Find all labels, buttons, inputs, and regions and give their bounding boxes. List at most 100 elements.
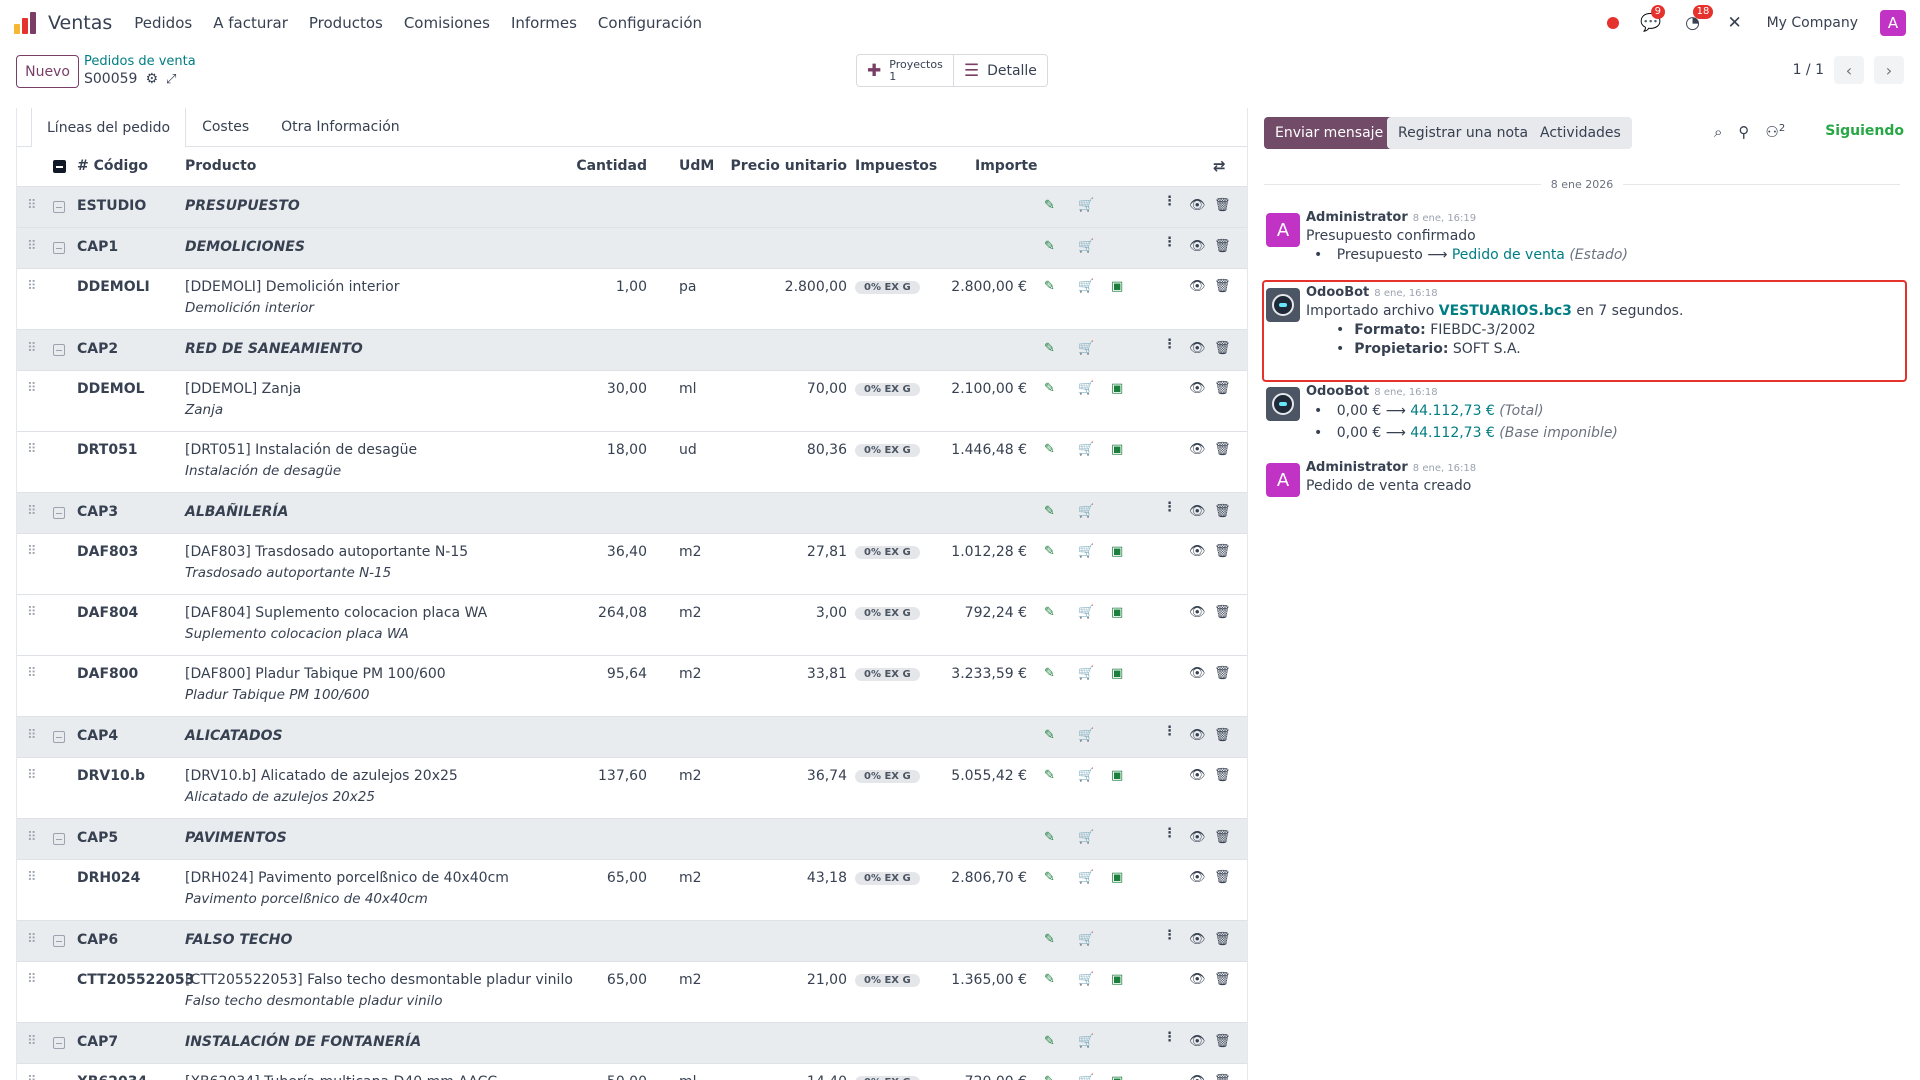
table-row[interactable]: ⠿ DRH024 [DRH024] Pavimento porcelßnico de… [17, 860, 1247, 921]
drag-handle-icon[interactable]: ⠿ [27, 768, 36, 783]
col-product[interactable]: Producto [185, 158, 257, 174]
more-icon[interactable]: ⋮ [1163, 500, 1176, 515]
collapse-icon[interactable] [53, 242, 65, 254]
breadcrumb[interactable]: Pedidos de venta [84, 54, 196, 69]
cart-icon[interactable]: 🛒 [1078, 728, 1095, 743]
menu-productos[interactable]: Productos [308, 14, 383, 32]
cart-icon[interactable]: 🛒 [1078, 830, 1095, 845]
drag-handle-icon[interactable]: ⠿ [27, 972, 36, 987]
edit-icon[interactable]: ✎ [1044, 605, 1055, 620]
edit-icon[interactable]: ✎ [1044, 279, 1055, 294]
menu-informes[interactable]: Informes [510, 14, 577, 32]
drag-handle-icon[interactable]: ⠿ [27, 666, 36, 681]
eye-icon[interactable]: 👁 [1189, 728, 1206, 743]
uom[interactable]: pa [679, 279, 697, 295]
uom[interactable]: m2 [679, 605, 702, 621]
section-title[interactable]: PRESUPUESTO [185, 198, 300, 214]
product-name[interactable]: [DAF803] Trasdosado autoportante N-15 [185, 544, 469, 560]
menu-configuracion[interactable]: Configuración [597, 14, 703, 32]
activities-icon[interactable]: ◔ 18 [1683, 5, 1714, 33]
uom[interactable]: ml [679, 1074, 697, 1080]
section-row[interactable]: ⠿ CAP3 ALBAÑILERÍA ✎ 🛒 ⋮ 👁 🗑 [17, 493, 1247, 534]
table-row[interactable]: ⠿ DAF804 [DAF804] Suplemento colocacion pl… [17, 595, 1247, 656]
section-row[interactable]: ⠿ CAP4 ALICATADOS ✎ 🛒 ⋮ 👁 🗑 [17, 717, 1247, 758]
trash-icon[interactable]: 🗑 [1214, 728, 1231, 743]
edit-icon[interactable]: ✎ [1044, 666, 1055, 681]
section-row[interactable]: ⠿ CAP1 DEMOLICIONES ✎ 🛒 ⋮ 👁 🗑 [17, 228, 1247, 269]
product-name[interactable]: [DAF800] Pladur Tabique PM 100/600 [185, 666, 446, 682]
drag-handle-icon[interactable]: ⠿ [27, 279, 36, 294]
tab-costs[interactable]: Costes [202, 119, 250, 135]
uom[interactable]: m2 [679, 870, 702, 886]
eye-icon[interactable]: 👁 [1189, 279, 1206, 294]
pager-value[interactable]: 1 / 1 [1792, 62, 1824, 78]
tax-badge[interactable]: 0% EX G [855, 668, 920, 681]
section-title[interactable]: ALBAÑILERÍA [185, 504, 289, 520]
quantity[interactable]: 18,00 [606, 442, 647, 458]
cash-icon[interactable]: ▣ [1111, 381, 1124, 396]
trash-icon[interactable]: 🗑 [1214, 341, 1231, 356]
edit-icon[interactable]: ✎ [1044, 1034, 1055, 1049]
cash-icon[interactable]: ▣ [1111, 279, 1124, 294]
cart-icon[interactable]: 🛒 [1078, 381, 1095, 396]
drag-handle-icon[interactable]: ⠿ [27, 381, 36, 396]
trash-icon[interactable]: 🗑 [1214, 830, 1231, 845]
section-title[interactable]: RED DE SANEAMIENTO [185, 341, 363, 357]
edit-icon[interactable]: ✎ [1044, 504, 1055, 519]
activities-button[interactable]: Actividades [1529, 117, 1632, 149]
drag-handle-icon[interactable]: ⠿ [27, 728, 36, 743]
cart-icon[interactable]: 🛒 [1078, 544, 1095, 559]
section-row[interactable]: ⠿ CAP6 FALSO TECHO ✎ 🛒 ⋮ 👁 🗑 [17, 921, 1247, 962]
edit-icon[interactable]: ✎ [1044, 830, 1055, 845]
eye-icon[interactable]: 👁 [1189, 341, 1206, 356]
odoobot-avatar[interactable] [1266, 387, 1300, 421]
eye-icon[interactable]: 👁 [1189, 972, 1206, 987]
product-name[interactable]: [DRV10.b] Alicatado de azulejos 20x25 [185, 768, 458, 784]
eye-icon[interactable]: 👁 [1189, 544, 1206, 559]
more-icon[interactable]: ⋮ [1163, 194, 1176, 209]
unit-price[interactable]: 14,40 [807, 1074, 847, 1080]
trash-icon[interactable]: 🗑 [1214, 544, 1231, 559]
cart-icon[interactable]: 🛒 [1078, 1034, 1095, 1049]
col-price[interactable]: Precio unitario [730, 158, 847, 174]
col-code[interactable]: # Código [77, 158, 148, 174]
eye-icon[interactable]: 👁 [1189, 198, 1206, 213]
trash-icon[interactable]: 🗑 [1214, 198, 1231, 213]
smart-button-detail[interactable]: ☰ Detalle [952, 55, 1047, 86]
section-title[interactable]: PAVIMENTOS [185, 830, 287, 846]
uom[interactable]: ml [679, 381, 697, 397]
cart-icon[interactable]: 🛒 [1078, 239, 1095, 254]
table-row[interactable]: ⠿ CTT205522053 [CTT205522053] Falso techo … [17, 962, 1247, 1023]
tax-badge[interactable]: 0% EX G [855, 974, 920, 987]
trash-icon[interactable]: 🗑 [1214, 932, 1231, 947]
section-title[interactable]: DEMOLICIONES [185, 239, 305, 255]
send-message-button[interactable]: Enviar mensaje [1264, 117, 1395, 149]
col-amount[interactable]: Importe [975, 158, 1038, 174]
message-author[interactable]: Administrator [1306, 210, 1408, 225]
smart-button-projects[interactable]: ✚ Proyectos 1 [857, 55, 953, 86]
message-author[interactable]: Administrator [1306, 460, 1408, 475]
trash-icon[interactable]: 🗑 [1214, 666, 1231, 681]
log-note-button[interactable]: Registrar una nota [1387, 117, 1540, 149]
trash-icon[interactable]: 🗑 [1214, 1034, 1231, 1049]
section-title[interactable]: FALSO TECHO [185, 932, 293, 948]
table-row[interactable]: ⠿ DRV10.b [DRV10.b] Alicatado de azulejos … [17, 758, 1247, 819]
menu-pedidos[interactable]: Pedidos [134, 14, 193, 32]
table-row[interactable]: ⠿ DDEMOLI [DDEMOLI] Demolición interior Dem… [17, 269, 1247, 330]
quantity[interactable]: 137,60 [598, 768, 647, 784]
tax-badge[interactable]: 0% EX G [855, 607, 920, 620]
quantity[interactable]: 36,40 [606, 544, 647, 560]
section-row[interactable]: ⠿ CAP2 RED DE SANEAMIENTO ✎ 🛒 ⋮ 👁 🗑 [17, 330, 1247, 371]
quantity[interactable]: 65,00 [606, 870, 647, 886]
collapse-icon[interactable] [53, 833, 65, 845]
gear-icon[interactable]: ⚙ [145, 71, 158, 87]
quantity[interactable]: 1,00 [615, 279, 647, 295]
collapse-icon[interactable] [53, 344, 65, 356]
avatar[interactable]: A [1266, 463, 1300, 497]
more-icon[interactable]: ⋮ [1163, 337, 1176, 352]
app-logo-icon[interactable] [14, 12, 36, 34]
eye-icon[interactable]: 👁 [1189, 605, 1206, 620]
more-icon[interactable]: ⋮ [1163, 1030, 1176, 1045]
unit-price[interactable]: 36,74 [806, 768, 847, 784]
table-row[interactable]: ⠿ DAF803 [DAF803] Trasdosado autoportante … [17, 534, 1247, 595]
